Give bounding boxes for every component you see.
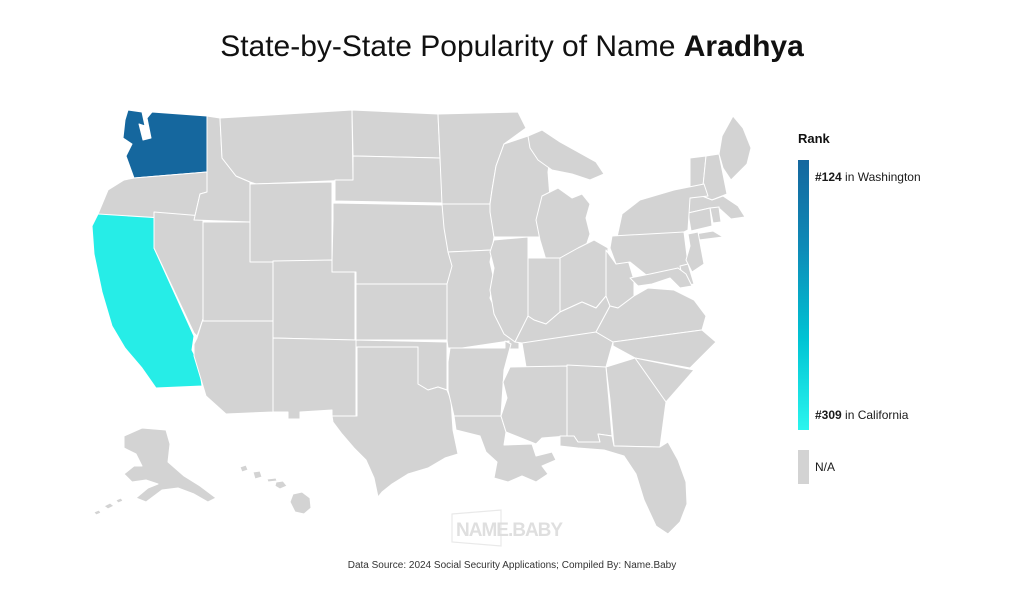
state-rhode-island[interactable] [709, 206, 722, 224]
state-washington[interactable] [122, 109, 208, 179]
state-kansas[interactable] [355, 283, 448, 341]
state-florida[interactable] [559, 433, 688, 535]
legend-label-bottom: #309 in California [815, 408, 909, 422]
watermark-frame-icon [451, 509, 502, 547]
state-arkansas[interactable] [447, 340, 512, 417]
state-maryland[interactable] [629, 267, 693, 289]
legend-na-swatch [798, 450, 809, 484]
page-title-prefix: State-by-State Popularity of Name [220, 30, 684, 63]
state-indiana[interactable] [527, 257, 561, 325]
state-maine[interactable] [718, 115, 752, 181]
watermark-text: NAME.BABY [456, 520, 563, 541]
state-mississippi[interactable] [500, 365, 568, 445]
state-montana[interactable] [219, 109, 354, 185]
page-title: State-by-State Popularity of Name Aradhy… [0, 30, 1024, 64]
state-oregon[interactable] [97, 171, 208, 221]
state-virginia[interactable] [595, 287, 707, 343]
legend-gradient-bar [798, 160, 809, 430]
state-hawaii[interactable] [252, 470, 263, 480]
state-texas[interactable] [331, 346, 459, 498]
state-hawaii[interactable] [266, 477, 278, 483]
state-wyoming[interactable] [249, 181, 333, 263]
state-alaska[interactable] [103, 502, 115, 510]
state-tennessee[interactable] [521, 331, 614, 368]
state-louisiana[interactable] [453, 415, 557, 483]
state-new-mexico[interactable] [272, 337, 357, 420]
state-hawaii[interactable] [239, 464, 249, 473]
state-iowa[interactable] [441, 203, 495, 253]
state-hawaii[interactable] [274, 480, 288, 490]
state-alaska[interactable] [123, 427, 217, 503]
state-hawaii[interactable] [289, 491, 312, 515]
us-choropleth-map [91, 109, 752, 535]
state-alaska[interactable] [115, 497, 124, 504]
legend-na-label: N/A [815, 460, 836, 474]
data-source-note: Data Source: 2024 Social Security Applic… [347, 560, 677, 571]
state-michigan[interactable] [527, 129, 605, 181]
page-title-name: Aradhya [683, 30, 804, 63]
state-alabama[interactable] [566, 364, 613, 443]
state-connecticut[interactable] [687, 207, 713, 232]
state-arizona[interactable] [193, 318, 274, 415]
state-nebraska[interactable] [331, 202, 459, 285]
state-alaska[interactable] [93, 509, 102, 516]
state-michigan[interactable] [535, 187, 591, 261]
legend-heading: Rank [798, 131, 830, 146]
watermark: NAME.BABY [450, 505, 580, 551]
state-north-dakota[interactable] [351, 109, 441, 159]
colorbar-legend: Rank #124 in Washington #309 in Californ… [798, 131, 1013, 484]
state-new-jersey[interactable] [685, 231, 705, 273]
legend-label-top: #124 in Washington [815, 170, 921, 184]
